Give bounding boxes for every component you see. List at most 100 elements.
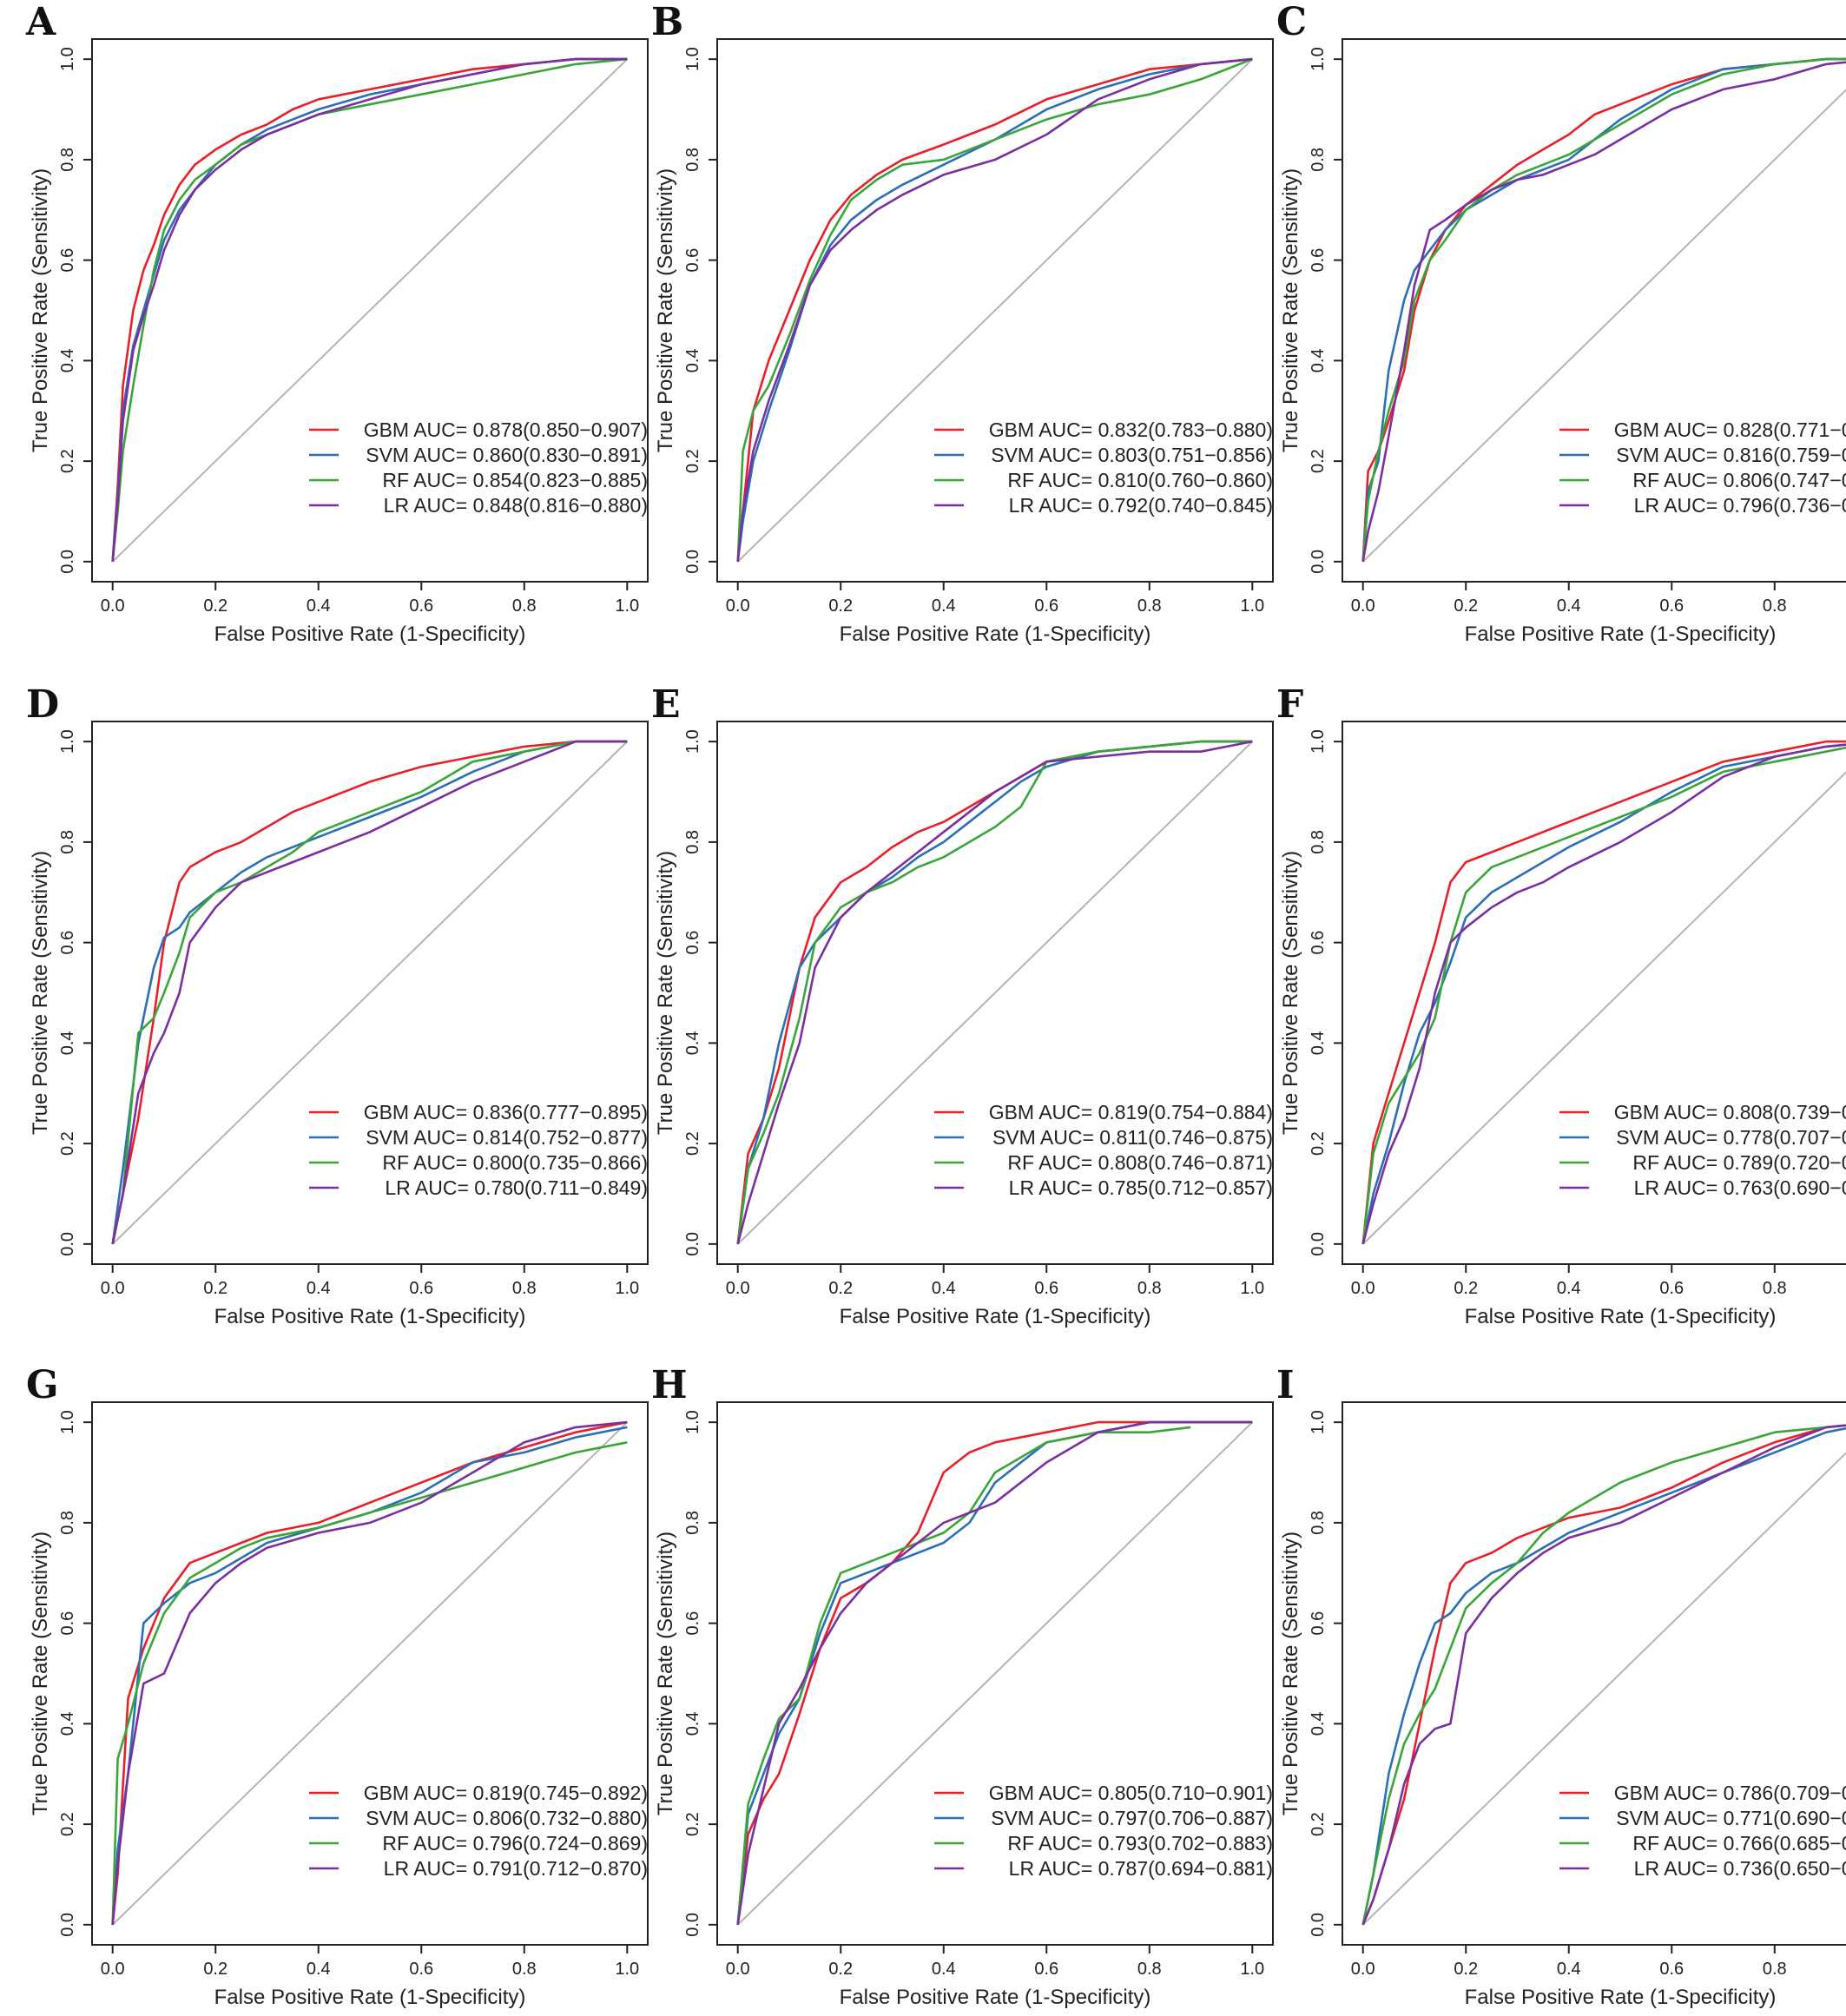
x-tick-label: 0.6 bbox=[409, 596, 433, 616]
roc-curve-lr bbox=[111, 1420, 628, 1926]
y-axis-label: True Positive Rate (Sensitivity) bbox=[654, 168, 677, 452]
x-tick-label: 0.6 bbox=[1659, 1960, 1684, 1979]
x-axis-label: False Positive Rate (1-Specificity) bbox=[214, 1305, 526, 1328]
legend-label-rf: RF AUC= 0.766(0.685−0.847) bbox=[1632, 1832, 1846, 1855]
x-tick-label: 0.4 bbox=[1557, 1279, 1581, 1298]
x-tick-label: 0.4 bbox=[932, 596, 956, 616]
legend-label-gbm: GBM AUC= 0.819(0.754−0.884) bbox=[989, 1101, 1273, 1123]
x-tick-label: 0.0 bbox=[101, 596, 125, 616]
x-tick-label: 0.8 bbox=[512, 596, 537, 616]
plot-frame bbox=[1342, 38, 1846, 583]
roc-curve-rf bbox=[111, 740, 628, 1245]
x-tick-label: 0.0 bbox=[101, 1279, 125, 1298]
x-tick-label: 0.6 bbox=[1034, 1960, 1058, 1979]
legend-label-svm: SVM AUC= 0.803(0.751−0.856) bbox=[991, 444, 1273, 466]
panel-d: D 0.0 0.2 0.4 0.6 0.8 1.0 0.0 0.2 0.4 0.6 0.8 1.0 Fal… bbox=[26, 682, 649, 1328]
panel-a: A 0.0 0.2 0.4 0.6 0.8 1.0 0.0 0.2 0.4 0.6 0.8 1.0 Fal… bbox=[25, 0, 649, 646]
x-tick-label: 0.8 bbox=[512, 1279, 537, 1298]
y-axis-label: True Positive Rate (Sensitivity) bbox=[654, 1532, 677, 1815]
panel-letter: D bbox=[26, 682, 59, 727]
y-tick-label: 0.8 bbox=[1309, 830, 1328, 854]
y-tick-label: 0.4 bbox=[683, 348, 702, 372]
y-axis-label: True Positive Rate (Sensitivity) bbox=[29, 851, 52, 1135]
legend-label-rf: RF AUC= 0.796(0.724−0.869) bbox=[382, 1832, 648, 1855]
roc-curve-gbm bbox=[111, 740, 628, 1245]
x-tick-label: 0.0 bbox=[1351, 1279, 1375, 1298]
y-axis-label: True Positive Rate (Sensitivity) bbox=[1279, 168, 1302, 452]
y-tick-label: 0.4 bbox=[58, 348, 77, 372]
y-tick-label: 0.8 bbox=[1309, 148, 1328, 172]
x-tick-label: 0.0 bbox=[726, 596, 750, 616]
legend-label-rf: RF AUC= 0.793(0.702−0.883) bbox=[1007, 1832, 1273, 1855]
x-tick-label: 0.0 bbox=[1351, 1960, 1375, 1979]
x-tick-label: 0.2 bbox=[203, 1279, 227, 1298]
roc-curve-gbm bbox=[1361, 1424, 1846, 1926]
x-tick-label: 0.2 bbox=[828, 1279, 853, 1298]
y-tick-label: 0.2 bbox=[1309, 1812, 1328, 1836]
panel-letter: F bbox=[1276, 682, 1303, 727]
x-tick-label: 0.4 bbox=[932, 1279, 956, 1298]
x-tick-label: 1.0 bbox=[615, 1960, 639, 1979]
y-tick-label: 1.0 bbox=[683, 47, 702, 71]
legend-label-gbm: GBM AUC= 0.878(0.850−0.907) bbox=[364, 418, 648, 441]
diagonal-reference-line bbox=[1362, 1452, 1846, 1926]
x-tick-label: 0.0 bbox=[101, 1960, 125, 1979]
legend-label-lr: LR AUC= 0.763(0.690−0.836) bbox=[1634, 1176, 1846, 1199]
panel-letter: I bbox=[1276, 1363, 1295, 1407]
legend-label-lr: LR AUC= 0.787(0.694−0.881) bbox=[1009, 1857, 1273, 1880]
y-tick-label: 0.0 bbox=[1309, 1232, 1328, 1256]
y-tick-label: 0.4 bbox=[1309, 348, 1328, 372]
roc-curve-rf bbox=[1361, 746, 1846, 1245]
y-tick-label: 0.0 bbox=[683, 550, 702, 574]
legend-label-svm: SVM AUC= 0.811(0.746−0.875) bbox=[992, 1126, 1273, 1149]
roc-curve-svm bbox=[111, 740, 628, 1245]
legend: GBM AUC= 0.786(0.709−0.862) SVM AUC= 0.77… bbox=[1559, 1782, 1846, 1880]
panel-letter: C bbox=[1276, 0, 1307, 44]
y-tick-label: 0.0 bbox=[683, 1913, 702, 1937]
x-tick-label: 0.4 bbox=[932, 1960, 956, 1979]
x-tick-label: 0.4 bbox=[307, 1960, 331, 1979]
y-tick-label: 0.8 bbox=[683, 830, 702, 854]
panel-c: C0.00.20.40.60.81.00.00.20.40.60.81.0Fal… bbox=[1276, 0, 1846, 646]
roc-curve-gbm bbox=[111, 57, 628, 562]
legend: GBM AUC= 0.832(0.783−0.880) SVM AUC= 0.80… bbox=[934, 418, 1273, 517]
x-tick-label: 0.4 bbox=[307, 596, 331, 616]
x-axis-label: False Positive Rate (1-Specificity) bbox=[214, 1986, 526, 2009]
roc-curve-lr bbox=[736, 740, 1253, 1245]
y-axis-label: True Positive Rate (Sensitivity) bbox=[29, 168, 52, 452]
x-tick-label: 1.0 bbox=[1240, 1279, 1264, 1298]
x-tick-label: 0.8 bbox=[1763, 1279, 1787, 1298]
x-tick-label: 0.8 bbox=[1763, 596, 1787, 616]
x-tick-label: 0.4 bbox=[1557, 596, 1581, 616]
x-axis-label: False Positive Rate (1-Specificity) bbox=[214, 623, 526, 646]
x-tick-label: 0.0 bbox=[726, 1960, 750, 1979]
x-tick-label: 0.6 bbox=[1034, 1279, 1058, 1298]
y-tick-label: 1.0 bbox=[58, 1410, 77, 1434]
y-tick-label: 0.2 bbox=[58, 1131, 77, 1156]
y-tick-label: 0.6 bbox=[58, 1611, 77, 1636]
y-tick-label: 1.0 bbox=[1309, 1410, 1328, 1434]
x-axis-label: False Positive Rate (1-Specificity) bbox=[840, 1305, 1151, 1328]
legend: GBM AUC= 0.836(0.777−0.895) SVM AUC= 0.81… bbox=[309, 1101, 648, 1199]
y-tick-label: 0.6 bbox=[683, 248, 702, 273]
roc-curve-rf bbox=[736, 1426, 1191, 1926]
x-axis-label: False Positive Rate (1-Specificity) bbox=[840, 1986, 1151, 2009]
x-tick-label: 0.4 bbox=[1557, 1960, 1581, 1979]
legend-label-svm: SVM AUC= 0.816(0.759−0.874) bbox=[1616, 444, 1846, 466]
legend-label-lr: LR AUC= 0.780(0.711−0.849) bbox=[385, 1176, 648, 1199]
roc-curve-rf bbox=[736, 740, 1253, 1245]
legend-label-svm: SVM AUC= 0.814(0.752−0.877) bbox=[366, 1126, 648, 1149]
legend-label-svm: SVM AUC= 0.860(0.830−0.891) bbox=[366, 444, 648, 466]
panel-letter: B bbox=[651, 0, 683, 44]
y-tick-label: 1.0 bbox=[1309, 47, 1328, 71]
x-tick-label: 0.8 bbox=[512, 1960, 537, 1979]
legend-label-svm: SVM AUC= 0.806(0.732−0.880) bbox=[366, 1807, 648, 1829]
y-tick-label: 0.2 bbox=[1309, 1131, 1328, 1156]
roc-curve-lr bbox=[1361, 743, 1846, 1245]
x-tick-label: 0.6 bbox=[409, 1279, 433, 1298]
plot-frame bbox=[91, 1401, 649, 1946]
diagonal-reference-line bbox=[112, 58, 628, 563]
x-tick-label: 0.2 bbox=[828, 596, 853, 616]
diagonal-reference-line bbox=[112, 1421, 628, 1926]
